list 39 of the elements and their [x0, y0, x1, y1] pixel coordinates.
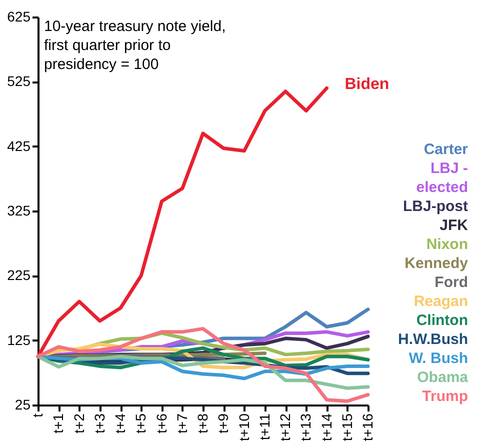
y-tick-label: 225 — [7, 267, 31, 284]
x-tick-label: t+7 — [174, 413, 190, 434]
text: Kennedy — [404, 255, 469, 272]
x-tick-label: t+13 — [298, 413, 314, 442]
text: Obama — [417, 369, 469, 386]
text: Nixon — [426, 236, 468, 253]
x-tick-label: t+11 — [256, 413, 272, 440]
text: Ford — [434, 274, 468, 291]
x-tick-label: t+14 — [318, 413, 334, 442]
series-label: Biden — [344, 76, 390, 94]
x-tick-label: t+16 — [360, 413, 376, 442]
x-tick-label: t+8 — [194, 413, 210, 434]
text: H.W.Bush — [398, 331, 468, 348]
x-tick-label: t+10 — [236, 413, 252, 442]
text: LBJ-post — [403, 198, 468, 215]
y-tick-label: 425 — [7, 138, 31, 154]
y-tick-label: 125 — [7, 332, 31, 348]
x-tick-label: t+5 — [132, 413, 149, 434]
text: LBJ - elected — [416, 160, 468, 196]
text: 10-year treasury note yield, first quarter prior to presidency = 100 — [44, 18, 226, 73]
text: Carter — [424, 141, 468, 158]
x-tick-label: t+2 — [70, 413, 87, 434]
x-tick-label: t+4 — [112, 413, 128, 434]
y-tick-label: 25 — [14, 396, 31, 412]
text: Trump — [422, 388, 468, 405]
text: Reagan — [414, 293, 468, 310]
y-tick-label: 625 — [7, 8, 31, 24]
text: W. Bush — [408, 350, 468, 367]
x-tick-label: t+1 — [50, 413, 66, 434]
x-tick-label: t — [30, 413, 46, 418]
x-tick-label: t+6 — [153, 413, 170, 434]
x-tick-label: t+9 — [215, 413, 232, 434]
text: JFK — [440, 217, 468, 234]
x-tick-label: t+3 — [91, 413, 108, 434]
y-tick-label: 325 — [7, 202, 31, 218]
text: Clinton — [416, 312, 468, 329]
y-tick-label: 525 — [7, 73, 31, 90]
x-tick-label: t+15 — [338, 413, 355, 442]
x-tick-label: t+12 — [277, 413, 293, 442]
